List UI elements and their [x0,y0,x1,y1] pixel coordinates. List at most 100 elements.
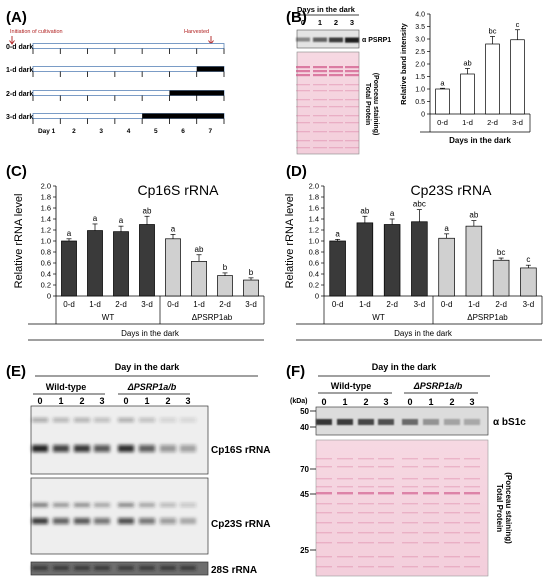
e-16s-upper-band [32,418,48,422]
b-ponceau-band [296,70,310,73]
b-lane-1: 1 [318,18,322,27]
f-ponceau-band [444,512,460,514]
f-ponceau-band [378,532,394,534]
y-tick-label: 1.2 [41,226,51,235]
e-23s-upper-band [160,503,176,507]
e-28s-band [94,566,110,570]
f-lane-label: 3 [383,397,388,407]
f-lane-label: 2 [363,397,368,407]
f-ponceau-band [358,503,374,505]
e-28s-band [74,566,90,570]
b-ponceau-band [329,70,343,73]
significance-letter: c [516,20,520,29]
f-ponceau-band [464,458,480,460]
f-ponceau-band [337,458,353,460]
f-ponceau-band [316,478,332,480]
y-tick-label: 0.6 [41,259,51,268]
f-ponceau-band [464,522,480,524]
f-ponceau-band [337,512,353,514]
harvested-text: Harvested [184,29,209,35]
e-lane-label: 3 [185,396,190,406]
f-wb-band [464,419,480,425]
significance-letter: ab [469,211,478,220]
significance-letter: b [223,263,228,272]
y-tick-label: 0 [315,292,319,301]
dark-period-bar [142,113,224,119]
f-ponceau-band [316,466,332,468]
f-ponceau-band [378,556,394,558]
y-tick-label: 2.0 [41,182,51,191]
f-ponceau-band [316,542,332,544]
significance-letter: ab [143,206,152,215]
f-ponceau-band [402,532,418,534]
b-lane-0: 0 [301,18,305,27]
b-ponceau-band [313,84,327,86]
significance-letter: bc [489,27,497,36]
timeline-row-label: 1-d dark [6,67,33,74]
category-label: 1-d [359,300,371,309]
f-ponceau-band [378,522,394,524]
e-lane-label: 1 [58,396,63,406]
f-ponceau-band [316,486,332,488]
initiation-arrow-icon [9,36,15,45]
b-ponceau-band [296,115,310,117]
f-ponceau-band [444,556,460,558]
y-tick-label: 0 [421,112,425,119]
b-ponceau-band [329,122,343,124]
day-label: 2 [72,128,76,135]
f-wb-band [316,419,332,425]
b-ponceau-band [345,131,359,133]
f-ponceau-band [358,466,374,468]
category-label: 0-d [63,300,75,309]
f-ponceau-band [444,522,460,524]
chart-b: 0 0.5 1.0 1.5 2.0 2.5 3.0 3.5 4.0 a 0-d ab 1-d bc 2-d c… [399,12,531,145]
f-stain-label-1: Total Protein [495,484,504,532]
b-lane-3: 3 [350,18,354,27]
category-label: 2-d [115,300,127,309]
f-ponceau-band [464,532,480,534]
b-ponceau-band [296,90,310,92]
b-ponceau-band [313,90,327,92]
category-label: 2-d [386,300,398,309]
bar [113,231,129,297]
e-lane-label: 0 [123,396,128,406]
f-ponceau-band [423,458,439,460]
f-ponceau-band [423,522,439,524]
panel-c: (C) 0 0.2 0.4 0.6 0.8 1.0 1.2 1.4 1.6 1.8 2.0 a 0-d a… [6,163,265,341]
category-label: 2-d [495,300,507,309]
f-ponceau-band [378,458,394,460]
e-23s-upper-band [118,503,134,507]
y-tick-label: 3.0 [415,37,425,44]
bar [520,267,537,297]
significance-letter: ab [360,206,369,215]
e-16s-upper-band [53,418,69,422]
f-ponceau-band [444,532,460,534]
panel-d: (D) 0 0.2 0.4 0.6 0.8 1.0 1.2 1.4 1.6 1.8 2.0 a 0-d a… [284,163,543,341]
significance-letter: ab [195,245,204,254]
b-wb-band [296,37,310,42]
f-ponceau-band [464,512,480,514]
significance-letter: a [93,214,98,223]
bar [61,240,77,297]
e-northern-23s [30,477,209,555]
f-ponceau-band [444,492,460,495]
e-16s-upper-band [74,418,90,422]
f-marker-40: 40 [300,423,309,432]
f-ponceau-band [464,542,480,544]
significance-letter: a [67,229,72,238]
y-tick-label: 0.4 [309,270,319,279]
b-ponceau-band [313,74,327,77]
e-lane-label: 0 [37,396,42,406]
f-ponceau-band [337,566,353,568]
panel-a: (A) Initiation of cultivation Harvested … [6,9,225,135]
b-ponceau-band [345,115,359,117]
b-ponceau-band [296,106,310,108]
chart-d: 0 0.2 0.4 0.6 0.8 1.0 1.2 1.4 1.6 1.8 2.0 a 0-d ab 1-d… [284,182,543,341]
category-label: 0-d [332,300,344,309]
f-ponceau-band [358,492,374,495]
e-23s-upper-band [74,503,90,507]
y-tick-label: 1.4 [41,215,51,224]
f-ponceau-band [402,466,418,468]
f-wb-band [423,419,439,425]
significance-letter: a [119,216,124,225]
